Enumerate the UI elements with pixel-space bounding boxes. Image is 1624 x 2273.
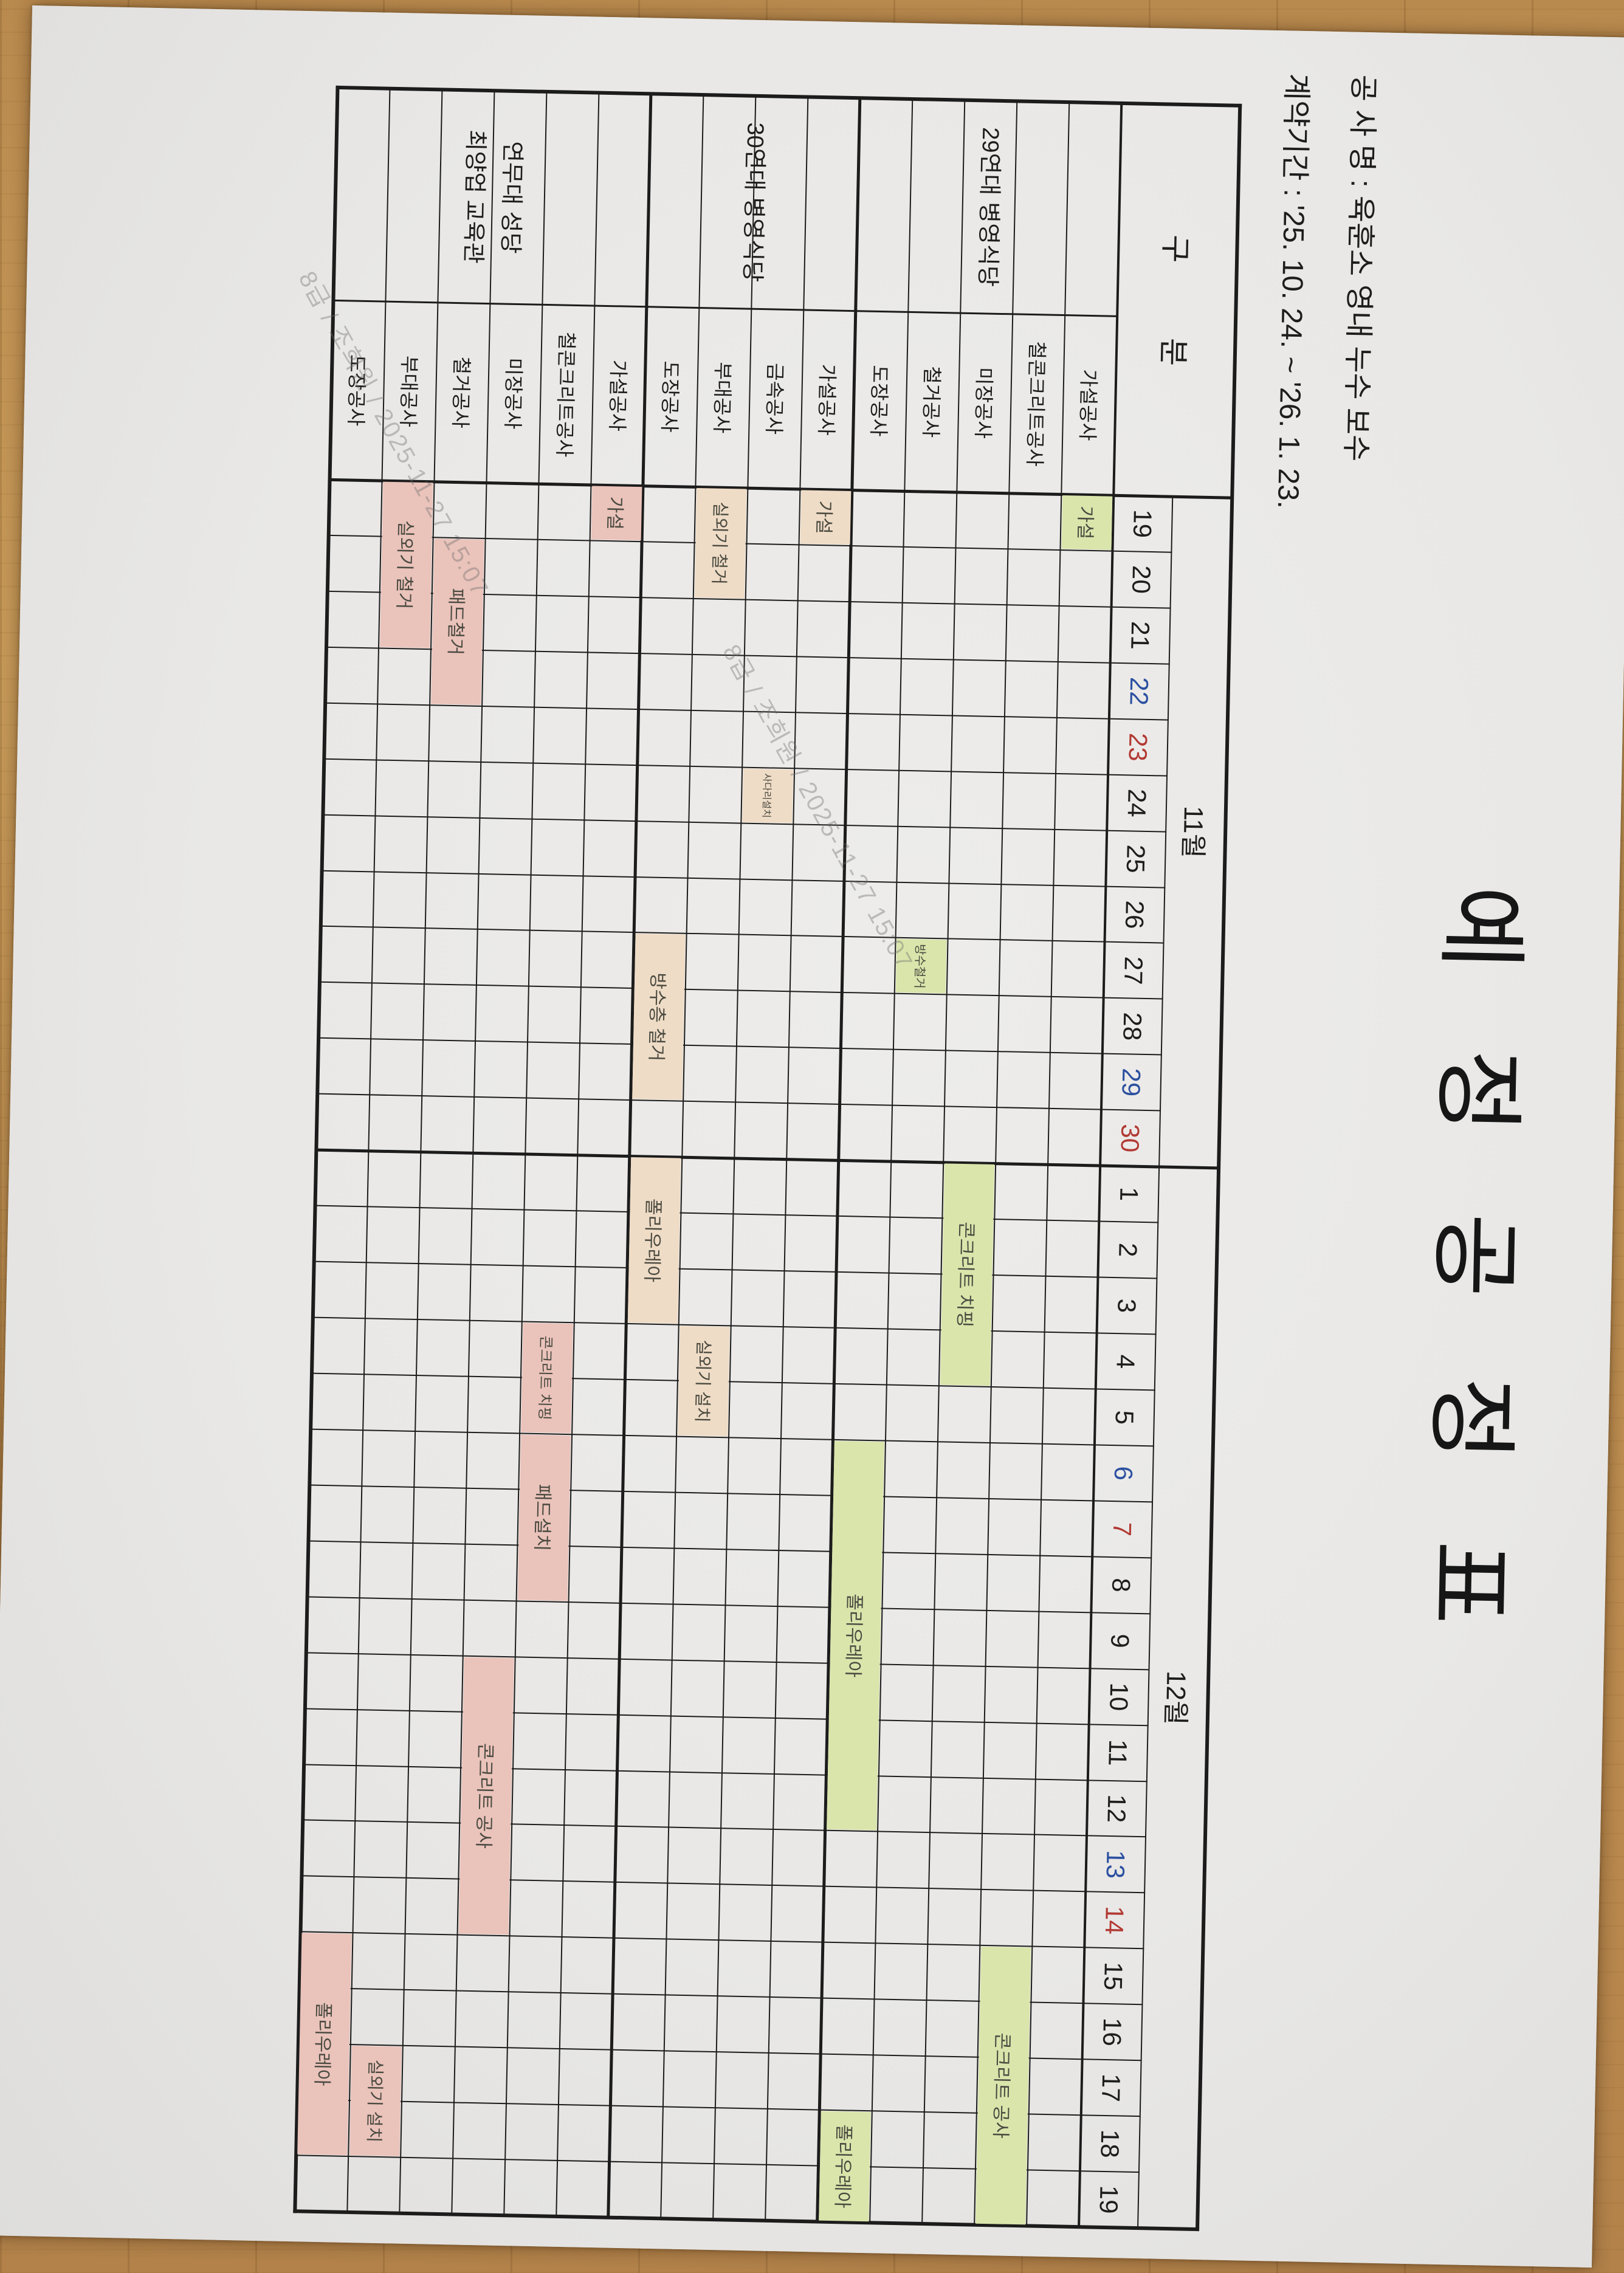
day-column-line xyxy=(314,1260,1158,1279)
group-name-line: 연무대 성당 xyxy=(497,140,525,254)
work-type-label: 철거공사 xyxy=(920,365,943,438)
day-column-line xyxy=(321,926,1165,944)
day-header-cell: 9 xyxy=(1106,1633,1135,1649)
day-column-line xyxy=(308,1596,1151,1615)
group-name-line: 최양업 교육관 xyxy=(459,129,489,264)
gantt-bar: 방수층 철거 xyxy=(632,934,686,1100)
day-header-cell: 17 xyxy=(1096,2073,1126,2103)
day-column-line xyxy=(320,982,1163,1000)
gantt-bar: 폴리우레아 xyxy=(297,1933,352,2156)
group-name-cell: 30연대 병영식당 xyxy=(647,94,860,311)
work-type-label: 도장공사 xyxy=(867,365,891,437)
work-type-label: 금속공사 xyxy=(763,362,786,435)
day-header-cell: 11 xyxy=(1103,1739,1133,1767)
day-header-cell: 19 xyxy=(1128,509,1158,538)
gantt-bar: 콘크리트 치핑 xyxy=(521,1322,573,1434)
gantt-bar: 가설 xyxy=(591,486,642,541)
day-header-cell: 12 xyxy=(1102,1793,1132,1823)
gantt-bar: 패드설치 xyxy=(517,1434,571,1601)
day-column-line xyxy=(309,1540,1152,1559)
day-header-cell: 23 xyxy=(1124,732,1153,762)
group-name-line: 30연대 병영식당 xyxy=(739,122,768,283)
gantt-bar: 폴리우레아 xyxy=(819,2111,871,2222)
corner-label-gubun: 구 분 xyxy=(1155,234,1193,400)
gantt-bar: 콘크리트 공사 xyxy=(458,1657,514,1935)
schedule-paper: 예 정 공 정 표 공 사 명 : 육훈소 영내 누수 보수 계약기간 : '2… xyxy=(0,5,1624,2268)
day-header-cell: 1 xyxy=(1115,1186,1144,1202)
day-header-cell: 25 xyxy=(1121,844,1151,873)
work-type-label: 미장공사 xyxy=(501,357,525,430)
gantt-bar: 폴리우레아 xyxy=(827,1440,884,1831)
day-header-cell: 2 xyxy=(1113,1242,1143,1257)
day-header-cell: 29 xyxy=(1116,1068,1146,1097)
gantt-bar: 폴리우레아 xyxy=(627,1157,681,1324)
gantt-bar: 콘크리트 치핑 xyxy=(940,1163,995,1386)
project-name-line: 공 사 명 : 육훈소 영내 누수 보수 xyxy=(1339,74,1380,462)
work-type-label: 철콘크리트공사 xyxy=(1024,341,1048,467)
day-column-line xyxy=(318,1093,1161,1112)
table-border-right xyxy=(293,2209,1200,2232)
day-header-cell: 10 xyxy=(1104,1682,1134,1711)
gantt-bar: 실외기 설치 xyxy=(678,1326,730,1437)
day-column-line xyxy=(305,1708,1149,1726)
day-column-line xyxy=(301,1931,1144,1950)
day-header-cell: 26 xyxy=(1120,900,1150,929)
work-type-label: 도장공사 xyxy=(658,360,682,433)
day-header-cell: 28 xyxy=(1118,1012,1147,1041)
day-header-cell: 16 xyxy=(1098,2017,1127,2047)
day-header-cell: 5 xyxy=(1110,1410,1140,1425)
group-name-cell: 연무대 성당 최양업 교육관 xyxy=(333,88,651,306)
day-column-line xyxy=(313,1316,1157,1335)
work-type-label: 철거공사 xyxy=(449,356,473,428)
contract-period-line: 계약기간 : '25. 10. 24. ~ '26. 1. 23. xyxy=(1271,73,1313,509)
day-header-cell: 3 xyxy=(1112,1298,1142,1313)
day-header-cell: 7 xyxy=(1108,1522,1137,1537)
gantt-bar: 가설 xyxy=(1061,495,1113,550)
day-column-line xyxy=(302,1875,1146,1894)
gantt-bar: 콘크리트 공사 xyxy=(975,1947,1031,2225)
day-column-line xyxy=(310,1484,1154,1503)
page-title: 예 정 공 정 표 xyxy=(1416,884,1533,1654)
day-header-cell: 18 xyxy=(1095,2129,1125,2159)
day-column-line xyxy=(306,1652,1150,1670)
day-header-cell: 30 xyxy=(1116,1123,1146,1153)
day-header-cell: 27 xyxy=(1119,956,1149,985)
work-type-label: 미장공사 xyxy=(972,366,996,439)
gantt-bar: 실외기 철거 xyxy=(694,487,747,599)
gantt-bar: 가설 xyxy=(800,490,852,545)
day-header-cell: 4 xyxy=(1111,1354,1141,1369)
group-name-cell: 29연대 병영식당 xyxy=(856,98,1121,316)
work-type-label: 가설공사 xyxy=(1076,369,1100,441)
day-header-cell: 22 xyxy=(1124,676,1154,706)
day-header-cell: 14 xyxy=(1100,1905,1130,1935)
day-column-line xyxy=(303,1819,1146,1838)
day-header-cell: 15 xyxy=(1099,1961,1129,1991)
group-name-line: 29연대 병영식당 xyxy=(974,126,1003,287)
day-header-cell: 13 xyxy=(1101,1849,1131,1879)
day-column-line xyxy=(319,1037,1162,1056)
day-header-cell: 8 xyxy=(1107,1577,1137,1593)
day-header-cell: 20 xyxy=(1127,565,1157,594)
work-type-label: 철콘크리트공사 xyxy=(553,331,578,458)
work-type-label: 가설공사 xyxy=(815,363,839,436)
day-header-cell: 19 xyxy=(1095,2185,1124,2215)
day-column-line xyxy=(311,1428,1154,1447)
day-column-line xyxy=(304,1763,1147,1782)
work-type-label: 부대공사 xyxy=(710,362,734,434)
work-type-label: 가설공사 xyxy=(606,359,630,432)
day-header-cell: 21 xyxy=(1126,621,1155,650)
schedule-table: 구 분 11월 12월 19 20 21 22 23 24 25 26 27 28 29 30 1 2 3 4 5 6 7… xyxy=(293,85,1242,2232)
day-header-cell: 6 xyxy=(1109,1466,1138,1481)
day-column-line xyxy=(322,870,1166,889)
day-header-cell: 24 xyxy=(1123,788,1152,818)
gantt-bar: 실외기 설치 xyxy=(349,2046,402,2156)
month-boundary-line xyxy=(317,1148,1220,1170)
day-column-line xyxy=(315,1205,1159,1223)
day-column-line xyxy=(312,1372,1155,1391)
